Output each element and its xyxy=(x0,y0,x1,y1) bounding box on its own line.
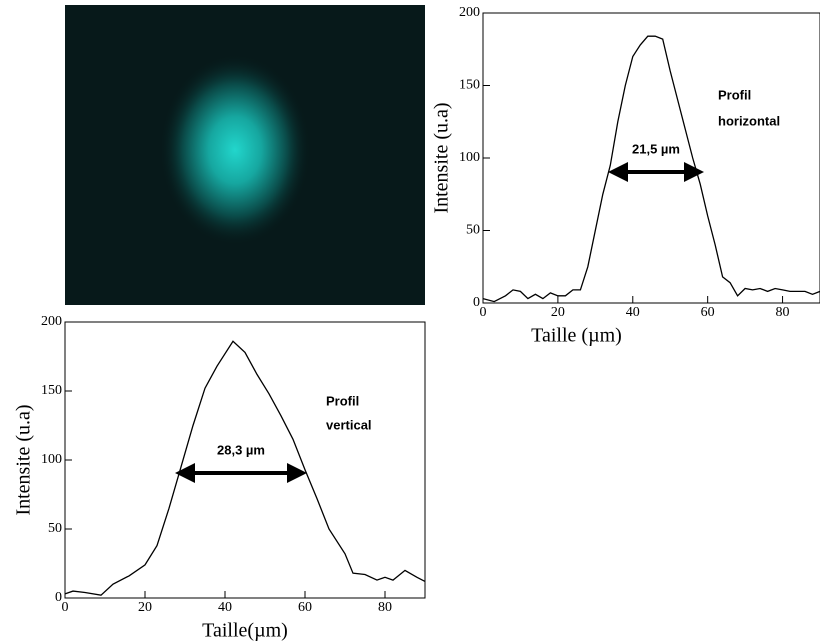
annotation: Profil xyxy=(326,393,359,408)
x-tick-label: 80 xyxy=(776,305,790,320)
y-tick-label: 200 xyxy=(459,5,480,20)
annotation: vertical xyxy=(326,417,372,432)
y-tick-label: 200 xyxy=(41,314,62,329)
x-tick-label: 20 xyxy=(551,305,565,320)
plot-frame xyxy=(64,321,426,599)
profile-line xyxy=(482,35,820,303)
y-axis-label: Intensite (u.a) xyxy=(13,404,35,515)
y-tick-label: 150 xyxy=(41,383,62,398)
x-axis-label: Taille(µm) xyxy=(202,620,288,642)
x-tick-label: 40 xyxy=(218,600,232,615)
x-tick-label: 0 xyxy=(480,305,487,320)
y-axis-label: Intensite (u.a) xyxy=(431,102,453,213)
annotation: Profil xyxy=(718,87,751,102)
x-tick-label: 0 xyxy=(62,600,69,615)
y-tick-label: 100 xyxy=(459,150,480,165)
annotation: 28,3 µm xyxy=(217,442,265,457)
y-tick-label: 100 xyxy=(41,452,62,467)
plot-frame xyxy=(482,12,820,304)
y-tick-label: 50 xyxy=(466,223,480,238)
x-tick-label: 60 xyxy=(701,305,715,320)
annotation: 21,5 µm xyxy=(632,141,680,156)
annotation: horizontal xyxy=(718,113,780,128)
camera-image xyxy=(65,5,425,305)
x-tick-label: 80 xyxy=(378,600,392,615)
x-tick-label: 40 xyxy=(626,305,640,320)
y-tick-label: 0 xyxy=(55,590,62,605)
profile-line xyxy=(64,340,426,596)
y-tick-label: 50 xyxy=(48,521,62,536)
y-tick-label: 0 xyxy=(473,295,480,310)
x-tick-label: 60 xyxy=(298,600,312,615)
x-axis-label: Taille (µm) xyxy=(531,325,622,347)
y-tick-label: 150 xyxy=(459,78,480,93)
x-tick-label: 20 xyxy=(138,600,152,615)
